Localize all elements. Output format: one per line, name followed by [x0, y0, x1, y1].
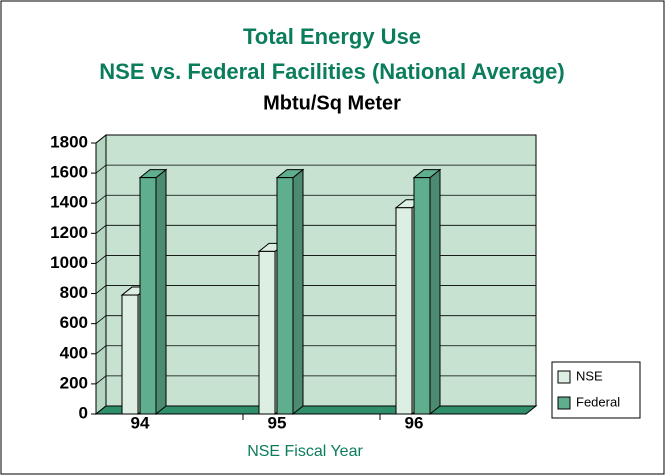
y-tick-label: 800: [60, 283, 88, 302]
y-tick-label: 1800: [50, 132, 88, 151]
y-tick-label: 600: [60, 313, 88, 332]
y-tick-label: 400: [60, 343, 88, 362]
grid-line: [95, 194, 536, 204]
x-tick-label: 96: [405, 413, 424, 432]
grid-line: [95, 134, 536, 144]
bar-side: [155, 168, 167, 416]
back-wall: [105, 134, 537, 407]
chart-title: Total Energy Use: [243, 24, 421, 49]
grid-line: [95, 315, 536, 324]
legend-swatch: [557, 370, 571, 384]
bar: [258, 250, 276, 415]
y-tick-label: 1400: [50, 193, 88, 212]
x-tick-label: 95: [268, 413, 287, 432]
bar-side: [429, 168, 441, 416]
bar-side: [292, 168, 304, 416]
bar: [395, 207, 413, 415]
grid-line: [95, 164, 536, 174]
bar: [139, 177, 157, 415]
bar: [121, 294, 139, 415]
grid-line: [95, 345, 536, 355]
y-tick-label: 0: [79, 403, 88, 422]
side-wall: [95, 133, 107, 416]
y-tick-label: 1000: [50, 253, 88, 272]
grid-line: [95, 255, 536, 264]
grid-line: [95, 224, 536, 234]
legend-label: NSE: [576, 368, 603, 383]
unit-label: Mbtu/Sq Meter: [263, 92, 401, 114]
x-axis-label: NSE Fiscal Year: [247, 443, 363, 460]
grid-line: [95, 285, 536, 294]
chart-subtitle: NSE vs. Federal Facilities (National Ave…: [99, 59, 564, 84]
y-tick-label: 200: [60, 373, 88, 392]
x-tick-label: 94: [131, 413, 150, 432]
bar: [413, 177, 431, 415]
grid-line: [95, 375, 536, 385]
legend-label: Federal: [576, 394, 620, 409]
y-tick-label: 1200: [50, 223, 88, 242]
legend-swatch: [557, 396, 571, 410]
bar: [276, 177, 294, 415]
y-tick-label: 1600: [50, 163, 88, 182]
